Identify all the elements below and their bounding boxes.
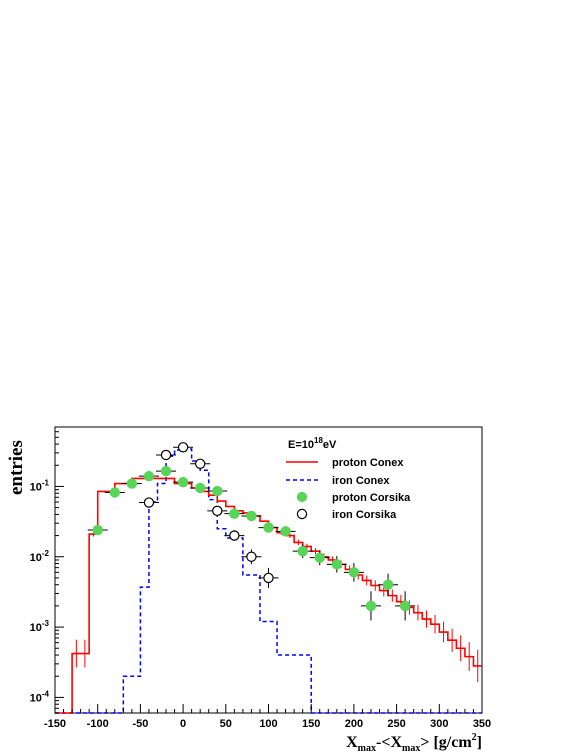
data-point-proton-corsika: [177, 476, 189, 488]
x-tick-label: -100: [87, 718, 109, 730]
data-point-iron-corsika: [263, 572, 274, 584]
legend-label: iron Corsika: [332, 509, 397, 521]
data-point-proton-corsika: [92, 524, 103, 536]
data-point-proton-corsika: [365, 600, 377, 612]
data-point-proton-corsika: [126, 478, 138, 489]
data-point-proton-corsika: [314, 552, 325, 563]
y-tick-label: 10-2: [30, 549, 50, 564]
data-point-iron-corsika: [229, 530, 240, 541]
axes-layer: -150 -100 -50 0 50 100 150 200 250 300 350 10-4 10-3…: [30, 431, 491, 752]
data-point-proton-corsika: [246, 510, 257, 522]
series-layer: [55, 442, 482, 714]
legend-swatch-proton-corsika: [296, 491, 308, 503]
y-axis-title-text: entries: [6, 440, 27, 495]
x-tick-label: -50: [132, 718, 148, 730]
data-point-iron-corsika: [246, 551, 257, 562]
x-tick-label: 100: [259, 718, 277, 730]
x-tick-label: 250: [387, 718, 405, 730]
legend-label: iron Conex: [332, 475, 390, 487]
x-axis-title: Xmax-<Xmax> [g/cm2]: [346, 732, 482, 752]
data-point-proton-corsika: [331, 559, 343, 570]
y-tick-label: 10-4: [30, 689, 50, 704]
y-tick-label: 10-1: [30, 478, 50, 493]
y-tick-label: 10-3: [30, 619, 50, 634]
legend-label: proton Conex: [332, 457, 404, 469]
data-point-proton-corsika: [212, 485, 223, 497]
data-point-proton-corsika: [348, 567, 360, 578]
x-tick-label: 50: [220, 718, 232, 730]
x-tick-label: 350: [473, 718, 491, 730]
data-point-iron-corsika: [194, 458, 206, 469]
legend-header: E=1018eV: [288, 436, 337, 451]
data-point-proton-corsika: [109, 487, 120, 498]
legend: E=1018eV proton Conex iron Conex proton Cor…: [286, 436, 411, 521]
data-point-proton-corsika: [194, 482, 206, 494]
data-point-proton-corsika: [280, 526, 291, 537]
x-tick-label: 300: [430, 718, 448, 730]
data-point-iron-corsika: [212, 505, 223, 517]
data-point-iron-corsika: [143, 497, 155, 508]
x-tick-label: 200: [345, 718, 363, 730]
x-tick-label: 0: [180, 718, 186, 730]
x-tick-label: -150: [44, 718, 66, 730]
legend-label: proton Corsika: [332, 492, 411, 504]
x-tick-label: 150: [302, 718, 320, 730]
data-point-iron-corsika: [177, 442, 189, 453]
data-point-proton-corsika: [399, 600, 411, 612]
data-point-proton-corsika: [229, 508, 240, 519]
legend-swatch-iron-corsika: [296, 508, 308, 520]
data-point-proton-corsika: [297, 545, 308, 557]
data-point-proton-corsika: [160, 465, 172, 477]
data-point-proton-corsika: [143, 470, 155, 482]
data-point-iron-corsika: [160, 449, 172, 461]
data-point-proton-corsika: [263, 522, 274, 533]
y-axis-title: entries: [6, 440, 27, 495]
data-point-proton-corsika: [382, 579, 394, 590]
